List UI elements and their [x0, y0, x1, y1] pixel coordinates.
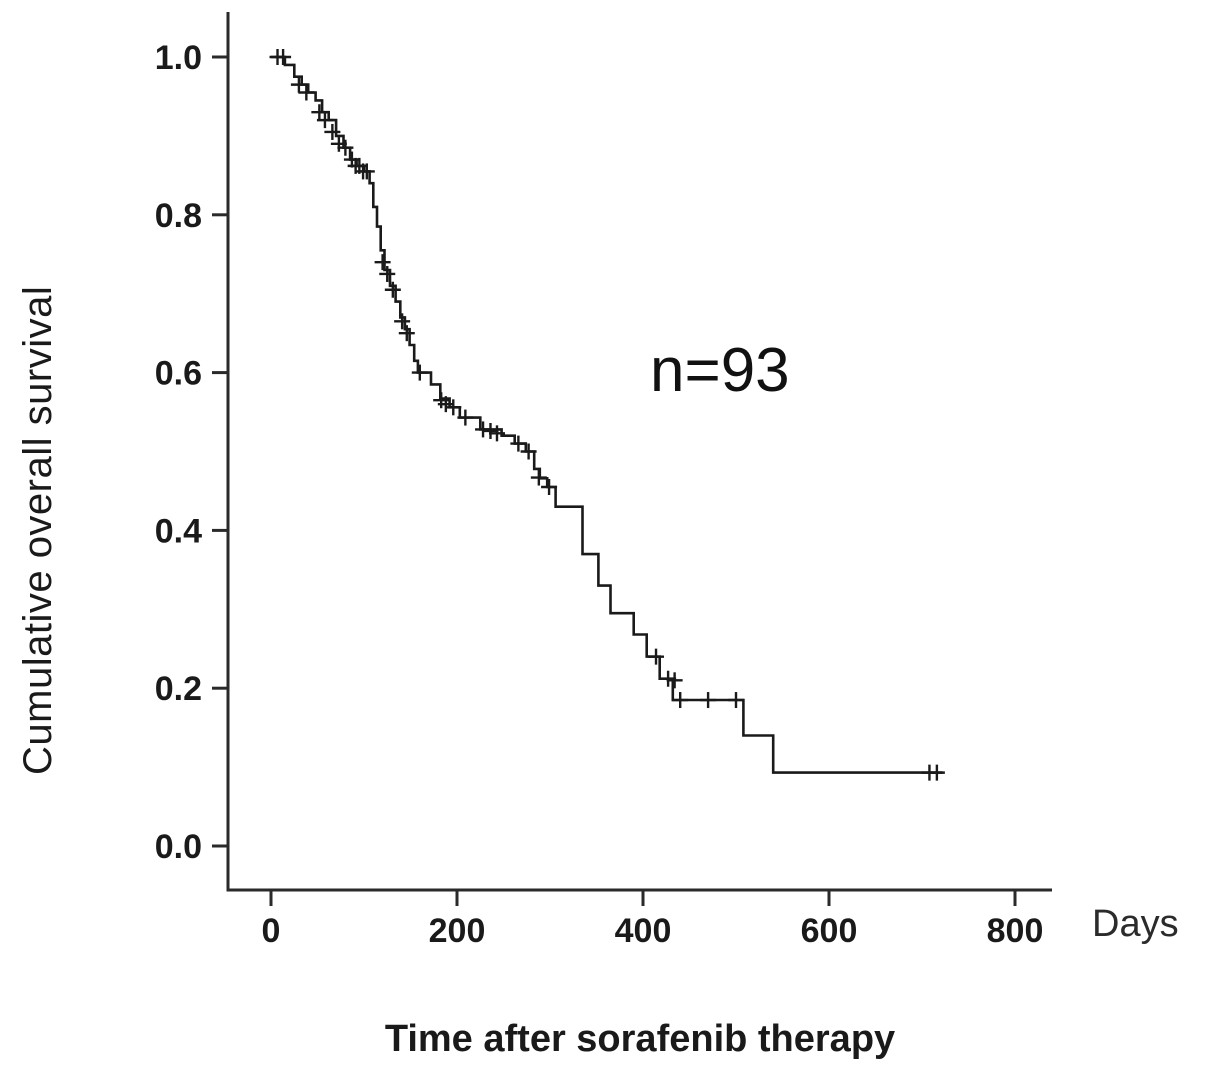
x-tick-label: 0: [262, 912, 281, 950]
y-tick-label: 0.6: [155, 355, 202, 393]
y-axis-title: Cumulative overall survival: [16, 285, 60, 775]
x-tick-label: 800: [987, 912, 1044, 950]
x-axis-title: Time after sorafenib therapy: [384, 1018, 896, 1060]
x-axis-unit-label: Days: [1092, 903, 1179, 945]
axes: [226, 12, 1052, 892]
y-tick-label: 0.8: [155, 197, 202, 235]
y-tick-label: 0.2: [155, 670, 202, 708]
y-tick-label: 0.4: [155, 512, 202, 550]
x-tick-label: 400: [615, 912, 672, 950]
y-tick-labels: 0.0 0.2 0.4 0.6 0.8 1.0: [155, 39, 228, 866]
y-tick-label: 0.0: [155, 828, 202, 866]
censor-marks: [269, 49, 945, 781]
y-tick-label: 1.0: [155, 39, 202, 77]
x-tick-label: 200: [429, 912, 486, 950]
x-tick-label: 600: [801, 912, 858, 950]
survival-step-curve: [271, 55, 943, 774]
x-tick-labels: 0 200 400 600 800: [262, 890, 1044, 950]
sample-size-annotation: n=93: [650, 336, 790, 405]
